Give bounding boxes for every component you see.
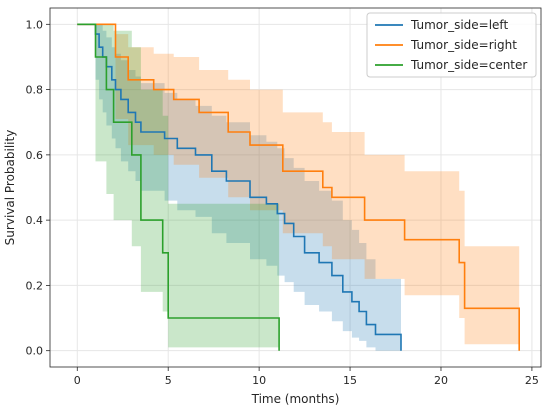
legend: Tumor_side=left Tumor_side=right Tumor_sid… — [366, 12, 537, 78]
survival-curves — [77, 23, 521, 351]
y-tick-label: 1.0 — [26, 18, 44, 31]
legend-label: Tumor_side=left — [410, 18, 508, 32]
x-tick-label: 5 — [165, 374, 172, 387]
x-tick-label: 20 — [434, 374, 448, 387]
legend-label: Tumor_side=center — [410, 58, 527, 72]
grid-lines — [50, 8, 541, 367]
survival-line-2 — [77, 23, 280, 351]
x-tick-label: 0 — [74, 374, 81, 387]
y-tick-label: 0.6 — [26, 149, 44, 162]
x-tick-label: 10 — [252, 374, 266, 387]
plot-frame — [49, 7, 542, 368]
y-tick-label: 0.4 — [26, 214, 44, 227]
legend-label: Tumor_side=right — [410, 38, 517, 52]
legend-box — [366, 12, 537, 78]
x-axis-label: Time (months) — [251, 392, 340, 406]
survival-line-1 — [77, 23, 521, 351]
y-tick-label: 0.2 — [26, 279, 44, 292]
ci-band-1 — [77, 24, 520, 351]
y-tick-label: 0.0 — [26, 345, 44, 358]
ci-band-0 — [77, 24, 402, 351]
x-tick-label: 15 — [343, 374, 357, 387]
y-tick-label: 0.8 — [26, 84, 44, 97]
axis-ticks: 0 5 10 15 20 25 0.0 0.2 0.4 0.6 0.8 1.0 — [26, 18, 539, 387]
survival-line-0 — [77, 23, 402, 351]
y-axis-label: Survival Probability — [3, 130, 17, 246]
x-tick-label: 25 — [525, 374, 539, 387]
